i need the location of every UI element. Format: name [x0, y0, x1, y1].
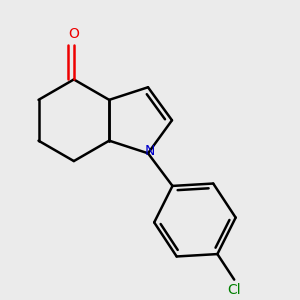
Text: O: O [68, 27, 79, 41]
Text: Cl: Cl [227, 283, 241, 297]
Text: N: N [144, 144, 154, 158]
